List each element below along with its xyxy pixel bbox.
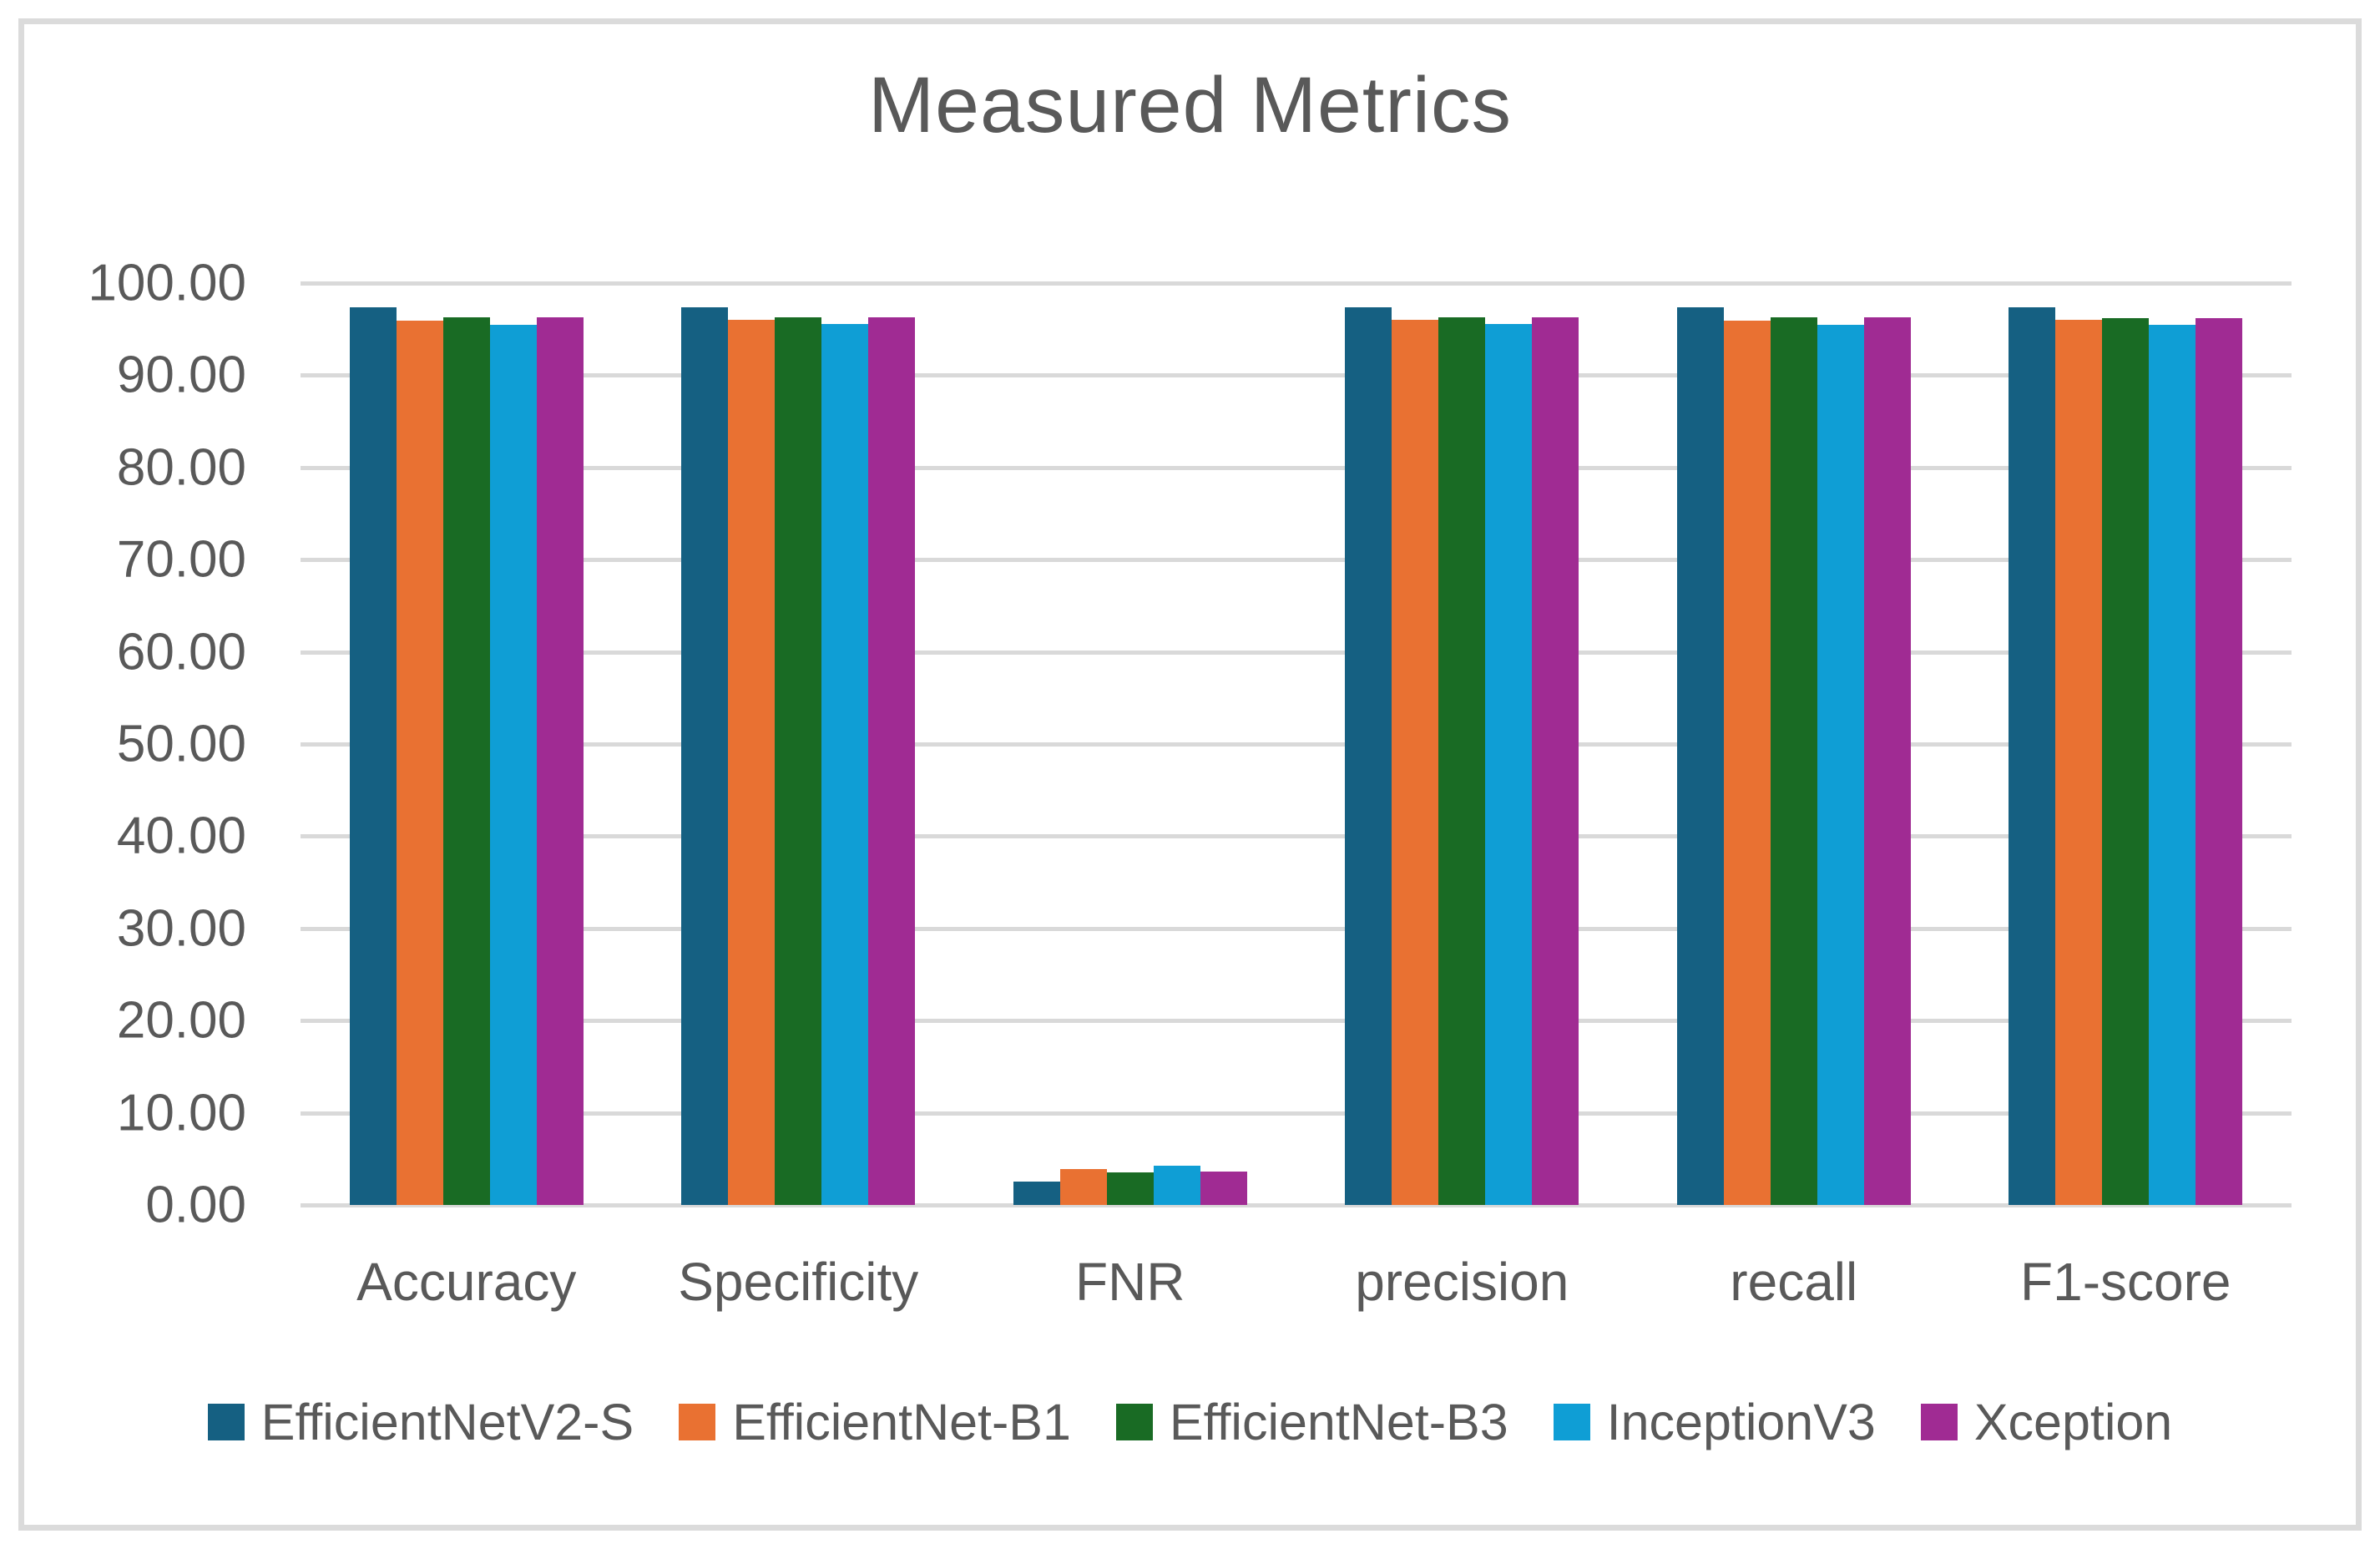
y-tick-label: 10.00 bbox=[116, 1084, 246, 1142]
legend-item-inceptionv3: InceptionV3 bbox=[1553, 1393, 1876, 1451]
legend-label: Xception bbox=[1973, 1394, 2173, 1450]
bar-group-precision bbox=[1296, 283, 1629, 1205]
gridline-0 bbox=[301, 1203, 2292, 1207]
bar-efficientnet-b3 bbox=[1770, 316, 1817, 1205]
bar-efficientnet-b3 bbox=[442, 316, 490, 1205]
y-tick-label: 90.00 bbox=[116, 346, 246, 404]
bar-efficientnetv2-s bbox=[2009, 306, 2056, 1205]
y-tick-label: 60.00 bbox=[116, 623, 246, 681]
legend-swatch-icon bbox=[679, 1404, 716, 1440]
bar-xception bbox=[1863, 316, 1911, 1205]
y-tick-label: 70.00 bbox=[116, 530, 246, 589]
bar-inceptionv3 bbox=[2149, 324, 2196, 1205]
y-tick-label: 50.00 bbox=[116, 715, 246, 773]
bar-efficientnet-b3 bbox=[1106, 1172, 1154, 1205]
bar-efficientnet-b1 bbox=[1723, 321, 1771, 1205]
bar-efficientnet-b3 bbox=[2102, 317, 2150, 1205]
bar-xception bbox=[2196, 317, 2243, 1205]
gridline-100 bbox=[301, 281, 2292, 286]
bar-group-fnr bbox=[964, 283, 1296, 1205]
y-tick-label: 40.00 bbox=[116, 807, 246, 865]
bar-xception bbox=[1532, 316, 1579, 1205]
x-tick-label: recall bbox=[1730, 1252, 1858, 1312]
bar-group-f1-score bbox=[1960, 283, 2292, 1205]
x-tick-label: FNR bbox=[1074, 1252, 1185, 1312]
bar-efficientnetv2-s bbox=[1676, 306, 1724, 1205]
y-tick-label: 80.00 bbox=[116, 438, 246, 497]
legend-label: EfficientNet-B3 bbox=[1169, 1394, 1508, 1450]
bar-efficientnetv2-s bbox=[349, 306, 397, 1205]
legend-item-efficientnet-b1: EfficientNet-B1 bbox=[679, 1393, 1071, 1451]
legend-swatch-icon bbox=[1920, 1404, 1958, 1440]
legend-label: EfficientNet-B1 bbox=[732, 1394, 1071, 1450]
bar-efficientnet-b1 bbox=[1059, 1168, 1107, 1205]
y-tick-label: 0.00 bbox=[145, 1176, 246, 1234]
legend-item-efficientnetv2-s: EfficientNetV2-S bbox=[207, 1393, 634, 1451]
legend-swatch-icon bbox=[1553, 1404, 1590, 1440]
bar-group-specificity bbox=[633, 283, 965, 1205]
bar-xception bbox=[868, 316, 916, 1205]
gridline-40 bbox=[301, 834, 2292, 839]
bar-group-recall bbox=[1628, 283, 1960, 1205]
legend-swatch-icon bbox=[1115, 1404, 1153, 1440]
legend-item-xception: Xception bbox=[1920, 1393, 2173, 1451]
bar-xception bbox=[1200, 1172, 1247, 1205]
gridline-20 bbox=[301, 1019, 2292, 1024]
bar-group-accuracy bbox=[301, 283, 633, 1205]
bar-efficientnet-b1 bbox=[728, 320, 776, 1205]
bar-efficientnetv2-s bbox=[1345, 306, 1392, 1205]
legend: EfficientNetV2-S EfficientNet-B1 Efficient… bbox=[0, 1393, 2380, 1451]
bar-efficientnet-b3 bbox=[775, 316, 822, 1205]
legend-label: InceptionV3 bbox=[1606, 1394, 1876, 1450]
bar-efficientnet-b1 bbox=[2055, 320, 2103, 1205]
bar-inceptionv3 bbox=[1817, 324, 1864, 1205]
plot-area bbox=[301, 281, 2292, 1207]
bar-efficientnetv2-s bbox=[1013, 1182, 1060, 1205]
x-tick-label: precision bbox=[1355, 1252, 1569, 1312]
gridline-50 bbox=[301, 742, 2292, 747]
gridline-90 bbox=[301, 373, 2292, 378]
gridline-10 bbox=[301, 1111, 2292, 1116]
bar-xception bbox=[536, 316, 584, 1205]
y-tick-label: 100.00 bbox=[88, 254, 246, 312]
gridline-70 bbox=[301, 558, 2292, 563]
legend-swatch-icon bbox=[207, 1404, 245, 1440]
x-tick-label: Accuracy bbox=[356, 1252, 577, 1312]
bar-efficientnetv2-s bbox=[681, 306, 729, 1205]
legend-item-efficientnet-b3: EfficientNet-B3 bbox=[1115, 1393, 1508, 1451]
chart-title: Measured Metrics bbox=[868, 61, 1512, 149]
bar-inceptionv3 bbox=[1153, 1165, 1200, 1205]
x-axis-category-labels: Accuracy Specificity FNR precision recall F1-… bbox=[301, 1251, 2292, 1318]
bar-efficientnet-b1 bbox=[396, 321, 443, 1205]
legend-label: EfficientNetV2-S bbox=[260, 1394, 634, 1450]
x-tick-label: F1-score bbox=[2020, 1252, 2231, 1312]
gridline-80 bbox=[301, 465, 2292, 470]
gridline-60 bbox=[301, 650, 2292, 655]
bar-efficientnet-b1 bbox=[1392, 320, 1439, 1205]
gridline-30 bbox=[301, 926, 2292, 931]
bar-inceptionv3 bbox=[489, 324, 537, 1205]
bar-efficientnet-b3 bbox=[1438, 316, 1486, 1205]
bar-inceptionv3 bbox=[821, 323, 869, 1205]
y-axis-tick-labels: 0.00 10.00 20.00 30.00 40.00 50.00 60.00 70.00 8… bbox=[50, 255, 246, 1234]
bar-inceptionv3 bbox=[1485, 323, 1533, 1205]
y-tick-label: 20.00 bbox=[116, 991, 246, 1050]
x-tick-label: Specificity bbox=[678, 1252, 919, 1312]
y-tick-label: 30.00 bbox=[116, 899, 246, 958]
